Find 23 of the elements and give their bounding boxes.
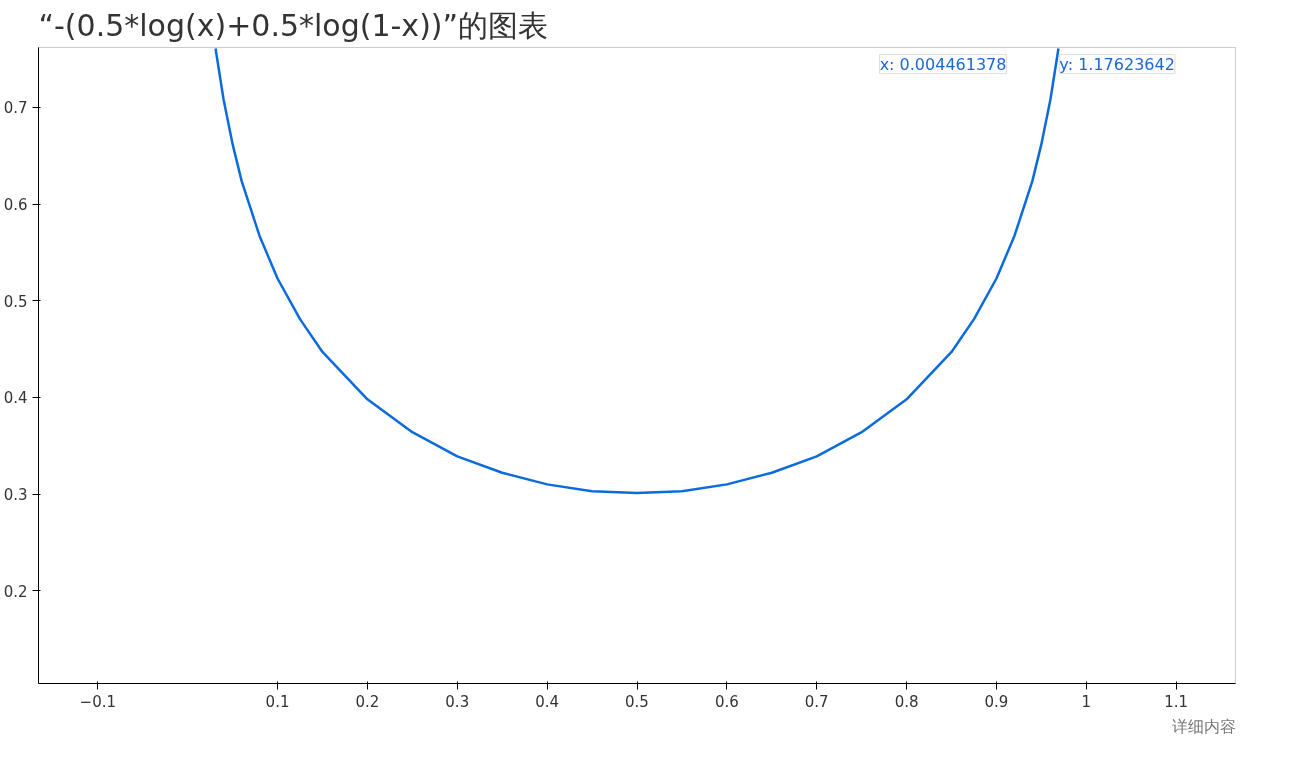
x-tick-label: 1 bbox=[1081, 692, 1092, 711]
x-tick-label: −0.1 bbox=[79, 692, 117, 711]
x-tick-label: 0.7 bbox=[804, 692, 829, 711]
x-tick-label: 0.3 bbox=[445, 692, 470, 711]
chart-title: “-(0.5*log(x)+0.5*log(1-x))”的图表 bbox=[38, 7, 549, 43]
x-tick-label: 1.1 bbox=[1164, 692, 1189, 711]
y-tick-label: 0.3 bbox=[3, 486, 28, 505]
annotation: x: 0.004461378 bbox=[879, 54, 1007, 74]
annotation: y: 1.17623642 bbox=[1059, 54, 1175, 74]
y-tick-label: 0.6 bbox=[3, 196, 28, 215]
line-series bbox=[214, 47, 1060, 495]
x-tick-label: 0.1 bbox=[265, 692, 290, 711]
x-tick-label: 0.9 bbox=[984, 692, 1009, 711]
x-tick-label: 0.8 bbox=[894, 692, 919, 711]
y-tick-label: 0.7 bbox=[3, 99, 28, 118]
y-tick-label: 0.4 bbox=[3, 389, 28, 408]
y-tick-label: 0.2 bbox=[3, 582, 28, 601]
text: 详细内容 bbox=[1171, 716, 1236, 736]
x-tick-label: 0.5 bbox=[625, 692, 649, 711]
x-tick-label: 0.2 bbox=[355, 692, 380, 711]
x-tick-label: 0.4 bbox=[535, 692, 560, 711]
y-tick-label: 0.5 bbox=[3, 292, 28, 311]
x-tick-label: 0.6 bbox=[714, 692, 739, 711]
